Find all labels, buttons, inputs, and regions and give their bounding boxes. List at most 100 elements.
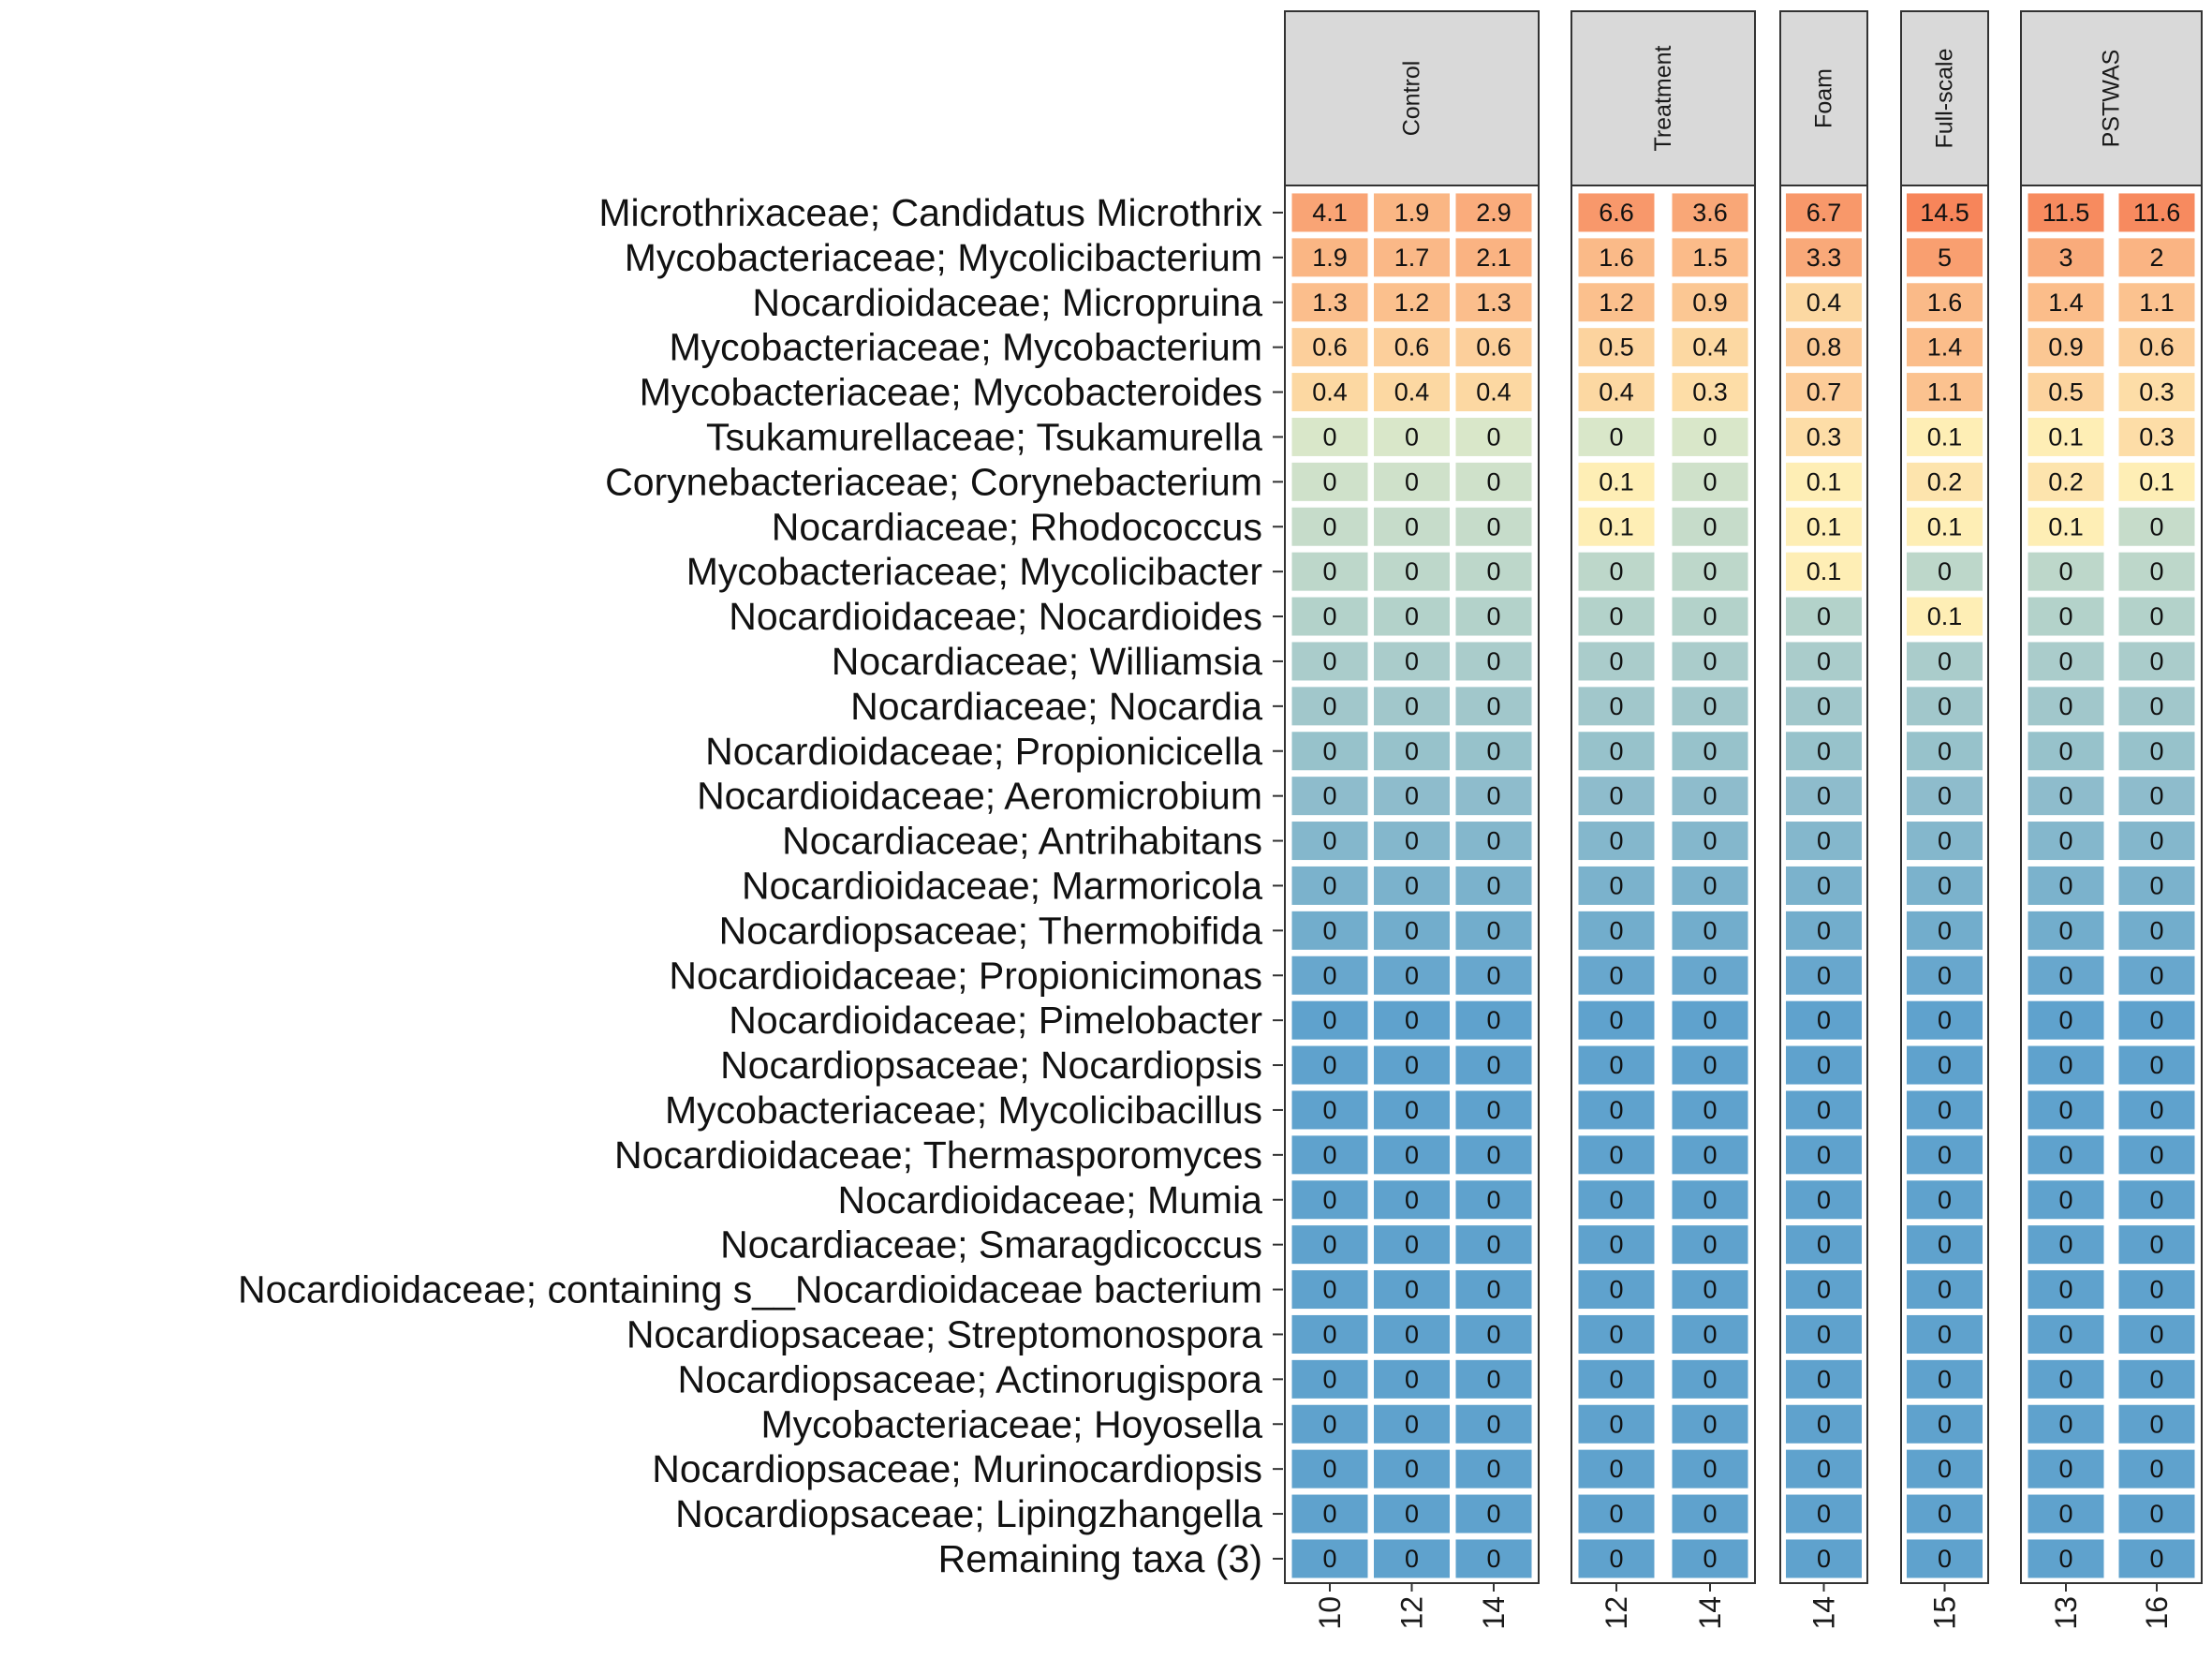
cell-value-label: 0.3 bbox=[2139, 378, 2175, 407]
heatmap-cell bbox=[1575, 953, 1658, 998]
y-tick-label: Nocardioidaceae; Aeromicrobium bbox=[697, 775, 1262, 818]
heatmap-cell bbox=[1575, 639, 1658, 684]
cell-value-label: 0 bbox=[1486, 1096, 1500, 1124]
heatmap-cell bbox=[1289, 684, 1371, 729]
facet-strip-control bbox=[1284, 10, 1540, 186]
cell-value-label: 0 bbox=[1703, 1365, 1717, 1393]
cell-value-label: 0 bbox=[1322, 1096, 1336, 1124]
facet-strips: Control Treatment Foam Full-scale PSTWAS bbox=[1284, 10, 2203, 186]
heatmap-cell bbox=[1289, 1356, 1371, 1401]
cell-value-label: 0.4 bbox=[1312, 378, 1348, 407]
heatmap-cell bbox=[1575, 863, 1658, 908]
heatmap-cell bbox=[1575, 1491, 1658, 1536]
y-tick-label: Microthrixaceae; Candidatus Microthrix bbox=[598, 191, 1262, 234]
cell-value-label: 0.9 bbox=[1692, 289, 1728, 317]
cell-value-label: 0 bbox=[2058, 782, 2072, 810]
y-tick-label: Tsukamurellaceae; Tsukamurella bbox=[706, 415, 1262, 458]
cell-value-label: 0 bbox=[1703, 916, 1717, 944]
cell-value-label: 0 bbox=[1609, 1410, 1623, 1438]
cell-value-label: 0 bbox=[1609, 916, 1623, 944]
heatmap-cell bbox=[1289, 1178, 1371, 1222]
cell-value-label: 0.4 bbox=[1394, 378, 1430, 407]
facet-label-pstwas: PSTWAS bbox=[2099, 50, 2125, 148]
cell-value-label: 0 bbox=[1817, 602, 1831, 630]
cell-value-label: 0 bbox=[1938, 1006, 1952, 1034]
x-tick-label: 12 bbox=[1600, 1596, 1633, 1630]
heatmap-cell bbox=[1783, 1178, 1865, 1222]
heatmap-cell bbox=[1453, 1536, 1535, 1581]
heatmap-cell bbox=[1575, 235, 1658, 280]
cell-value-label: 0.1 bbox=[2139, 467, 2175, 496]
heatmap-cell bbox=[2116, 594, 2198, 639]
heatmap-cell bbox=[1453, 863, 1535, 908]
heatmap-cell bbox=[1669, 1401, 1751, 1446]
heatmap-cell bbox=[1575, 280, 1658, 325]
cell-value-label: 0 bbox=[1405, 647, 1419, 675]
cell-value-label: 0 bbox=[1817, 1231, 1831, 1259]
cell-value-label: 0 bbox=[1609, 1006, 1623, 1034]
cell-value-label: 0 bbox=[2149, 1096, 2163, 1124]
heatmap-cell bbox=[1783, 774, 1865, 819]
cell-value-label: 0.3 bbox=[1806, 422, 1842, 451]
heatmap-cell bbox=[2025, 325, 2107, 370]
cell-value-label: 0 bbox=[1486, 1455, 1500, 1483]
heatmap-cell bbox=[1453, 370, 1535, 415]
heatmap-cell bbox=[2116, 280, 2198, 325]
cell-value-label: 0 bbox=[1486, 1545, 1500, 1573]
heatmap-cell bbox=[1904, 414, 1985, 459]
heatmap-cell bbox=[1575, 908, 1658, 953]
heatmap-cell bbox=[1669, 459, 1751, 504]
heatmap-cell bbox=[1289, 774, 1371, 819]
heatmap-cell bbox=[2116, 1133, 2198, 1178]
heatmap-cell bbox=[1669, 1222, 1751, 1267]
heatmap-cell bbox=[1453, 774, 1535, 819]
cell-value-label: 0.2 bbox=[2048, 467, 2084, 496]
heatmap-cell bbox=[1371, 684, 1453, 729]
cell-value-label: 0 bbox=[1609, 557, 1623, 585]
y-tick-label: Nocardiopsaceae; Streptomonospora bbox=[627, 1312, 1262, 1355]
y-tick-label: Mycobacteriaceae; Hoyosella bbox=[760, 1402, 1262, 1445]
heatmap-cell bbox=[1904, 235, 1985, 280]
cell-value-label: 0 bbox=[1938, 871, 1952, 899]
cell-value-label: 0 bbox=[1817, 782, 1831, 810]
heatmap-cell bbox=[1783, 1088, 1865, 1133]
cell-value-label: 0 bbox=[1609, 422, 1623, 451]
cell-value-label: 0 bbox=[2058, 1455, 2072, 1483]
cell-value-label: 0.6 bbox=[1476, 333, 1512, 362]
heatmap-cell bbox=[1904, 504, 1985, 549]
heatmap-cell bbox=[1289, 459, 1371, 504]
cell-value-label: 0 bbox=[1486, 512, 1500, 541]
cell-value-label: 0 bbox=[1817, 737, 1831, 765]
cell-value-label: 0 bbox=[1322, 647, 1336, 675]
heatmap-cell bbox=[1371, 504, 1453, 549]
heatmap-cell bbox=[1453, 953, 1535, 998]
cell-value-label: 0 bbox=[1322, 1545, 1336, 1573]
cell-value-label: 0 bbox=[1703, 602, 1717, 630]
heatmap-cell bbox=[1783, 459, 1865, 504]
heatmap-cell bbox=[1371, 190, 1453, 235]
cell-value-label: 0 bbox=[1405, 737, 1419, 765]
heatmap-cell bbox=[1575, 774, 1658, 819]
heatmap-cell bbox=[1453, 729, 1535, 774]
y-axis-labels: Microthrixaceae; Candidatus Microthrix My… bbox=[238, 191, 1283, 1580]
cell-value-label: 0.1 bbox=[1927, 512, 1963, 541]
cell-value-label: 0 bbox=[1817, 1006, 1831, 1034]
heatmap-cell bbox=[1289, 1222, 1371, 1267]
heatmap-cell bbox=[2025, 370, 2107, 415]
heatmap-cell bbox=[1289, 370, 1371, 415]
heatmap-cell bbox=[1289, 235, 1371, 280]
cell-value-label: 0 bbox=[1322, 1231, 1336, 1259]
cell-value-label: 0 bbox=[1609, 1365, 1623, 1393]
x-tick-label: 10 bbox=[1313, 1596, 1347, 1630]
cell-value-label: 5 bbox=[1938, 244, 1952, 272]
cell-value-label: 0 bbox=[1486, 1365, 1500, 1393]
cell-value-label: 0 bbox=[1703, 467, 1717, 496]
heatmap-cell bbox=[1575, 594, 1658, 639]
heatmap-cell bbox=[1575, 549, 1658, 594]
cell-value-label: 0 bbox=[1938, 1096, 1952, 1124]
heatmap-cell bbox=[1904, 729, 1985, 774]
heatmap-cell bbox=[1575, 684, 1658, 729]
cell-value-label: 0 bbox=[1703, 737, 1717, 765]
cell-value-label: 0 bbox=[2149, 961, 2163, 989]
heatmap-cell bbox=[1904, 280, 1985, 325]
